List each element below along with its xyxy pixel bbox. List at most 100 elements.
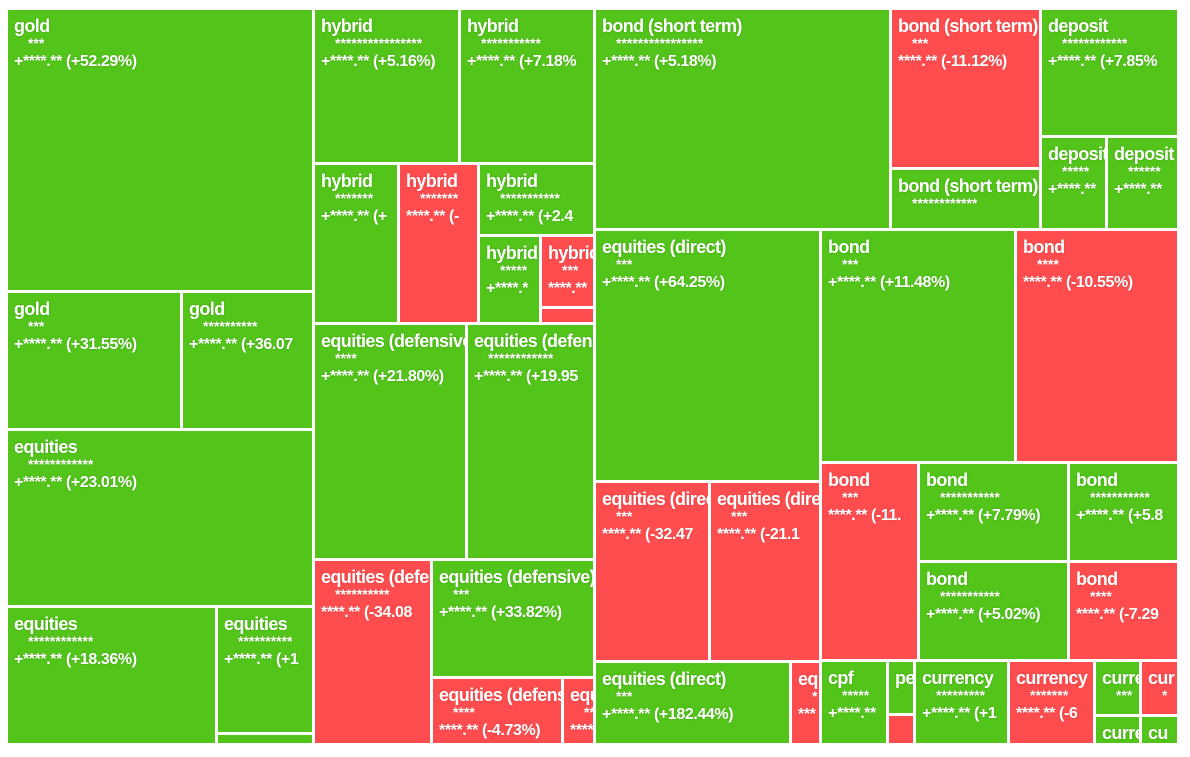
- treemap-tile[interactable]: bond (short term) **************** +****.*…: [596, 10, 892, 231]
- tile-masked-amount: *******: [420, 190, 459, 206]
- treemap-tile[interactable]: bond *** +****.** (+11.48%): [822, 231, 1017, 464]
- tile-masked-amount: **: [584, 704, 595, 720]
- treemap-tile[interactable]: bond (short term) ************: [892, 170, 1042, 231]
- treemap-tile[interactable]: hybrid **************** +****.** (+5.16%): [315, 10, 461, 165]
- tile-value-label: +****.** (+5.18%): [602, 53, 717, 70]
- treemap-tile[interactable]: cpf ***** +****.**: [822, 662, 889, 746]
- tile-value-label: +****.** (+36.07: [189, 336, 293, 353]
- tile-masked-amount: *****: [500, 262, 528, 278]
- tile-value-label: ****.** (-11.12%): [898, 53, 1007, 70]
- tile-masked-amount: ************: [28, 456, 94, 472]
- treemap-tile[interactable]: equities (defensive)************ +****.**…: [468, 325, 596, 561]
- treemap-tile[interactable]: hybrid *********** +****.** (+7.18%: [461, 10, 596, 165]
- tile-masked-amount: *********: [936, 687, 986, 703]
- treemap-tile[interactable]: equities ************ +****.** (+18.36%): [8, 608, 218, 746]
- treemap-tile[interactable]: equities ********** +****.** (+1: [218, 608, 315, 735]
- treemap-tile[interactable]: equities (defensive)**** ****.** (-4.73%): [433, 679, 564, 746]
- treemap-tile[interactable]: deposit ****** +****.**: [1108, 138, 1180, 231]
- treemap-tile[interactable]: bond *********** +****.** (+7.79%): [920, 464, 1070, 563]
- treemap-tile[interactable]: pe: [889, 662, 916, 716]
- tile-value-label: +****.** (+64.25%): [602, 274, 725, 291]
- tile-name-label: deposit: [1114, 144, 1174, 164]
- treemap-tile[interactable]: hybrid ***** +****.*: [480, 237, 542, 325]
- treemap-tile[interactable]: equities ************ +****.** (+23.01%): [8, 431, 315, 608]
- tile-value-label: ****.** (-10.55%): [1023, 274, 1133, 291]
- tile-value-label: +****.**: [1114, 181, 1162, 198]
- treemap-tile[interactable]: equities (defensive)********** ****.** (-…: [315, 561, 433, 746]
- tile-value-label: +****.** (+18.36%): [14, 651, 137, 668]
- tile-value-label: +****.** (+1: [922, 705, 997, 722]
- tile-masked-amount: ***********: [1090, 489, 1150, 505]
- tile-value-label: +****.**: [1048, 181, 1096, 198]
- tile-name-label: bond: [926, 470, 968, 490]
- treemap-tile[interactable]: hybrid *********** +****.** (+2.4: [480, 165, 596, 237]
- treemap-chart: gold *** +****.** (+52.29%) gold *** +****.**…: [8, 10, 1180, 746]
- treemap-tile[interactable]: equities (direct) *** +****.** (+64.25%): [596, 231, 822, 483]
- tile-name-label: hybrid: [321, 171, 373, 191]
- treemap-tile[interactable]: gold ********** +****.** (+36.07: [183, 293, 315, 431]
- tile-name-label: equities: [224, 614, 288, 634]
- tile-name-label: equities (direct): [602, 237, 726, 257]
- treemap-tile[interactable]: [218, 735, 315, 746]
- tile-value-label: ****.**: [570, 722, 594, 739]
- tile-name-label: gold: [189, 299, 225, 319]
- tile-value-label: +****.** (+11.48%): [828, 274, 950, 291]
- tile-name-label: hybrid: [321, 16, 373, 36]
- tile-masked-amount: ***: [453, 586, 470, 602]
- treemap-tile[interactable]: deposit ***** +****.**: [1042, 138, 1108, 231]
- tile-name-label: equities: [570, 685, 593, 705]
- treemap-tile[interactable]: hybrid ******* ****.** (-: [400, 165, 480, 325]
- treemap-tile[interactable]: currency ********* +****.** (+1: [916, 662, 1010, 746]
- tile-name-label: equities (defensive): [474, 331, 593, 351]
- treemap-tile[interactable]: curre ***: [1096, 662, 1142, 717]
- treemap-tile[interactable]: bond **** ****.** (-10.55%): [1017, 231, 1180, 464]
- tile-masked-amount: ***: [842, 256, 859, 272]
- tile-name-label: pe: [895, 668, 915, 688]
- tile-value-label: ****.** (-: [406, 208, 459, 225]
- treemap-tile[interactable]: hybrid ******* +****.** (+: [315, 165, 400, 325]
- tile-name-label: curre: [1102, 723, 1142, 743]
- treemap-tile[interactable]: equities (defensive) **** +****.** (+21.80…: [315, 325, 468, 561]
- tile-value-label: ****.** (-32.47: [602, 526, 693, 543]
- tile-masked-amount: *******: [335, 190, 374, 206]
- treemap-tile[interactable]: bond (short term) *** ****.** (-11.12%): [892, 10, 1042, 170]
- tile-masked-amount: **********: [203, 318, 258, 334]
- treemap-tile[interactable]: hybrid *** ****.**: [542, 237, 596, 309]
- tile-masked-amount: ***: [842, 489, 859, 505]
- tile-name-label: cpf: [828, 668, 854, 688]
- tile-name-label: bond (short term): [602, 16, 742, 36]
- treemap-tile[interactable]: bond *** ****.** (-11.: [822, 464, 920, 662]
- treemap-tile[interactable]: equities (direct)*** ****.** (-21.1: [711, 483, 822, 663]
- treemap-tile[interactable]: bond *********** +****.** (+5.8: [1070, 464, 1180, 563]
- tile-name-label: currency: [922, 668, 994, 688]
- tile-name-label: hybrid: [467, 16, 519, 36]
- tile-name-label: hybrid: [548, 243, 596, 263]
- treemap-tile[interactable]: [542, 309, 596, 325]
- treemap-tile[interactable]: bond **** ****.** (-7.29: [1070, 563, 1180, 662]
- tile-value-label: +****.** (+31.55%): [14, 336, 137, 353]
- treemap-tile[interactable]: equities (direct) *** +****.** (+182.44%): [596, 663, 792, 746]
- treemap-tile[interactable]: deposit ************ +****.** (+7.85%: [1042, 10, 1180, 138]
- treemap-tile[interactable]: gold *** +****.** (+31.55%): [8, 293, 183, 431]
- treemap-tile[interactable]: [889, 716, 916, 746]
- tile-name-label: cu: [1148, 723, 1168, 743]
- tile-masked-amount: ***: [562, 262, 579, 278]
- tile-name-label: hybrid: [486, 171, 538, 191]
- treemap-tile[interactable]: equities** ****.**: [564, 679, 596, 746]
- treemap-tile[interactable]: gold *** +****.** (+52.29%): [8, 10, 315, 293]
- tile-masked-amount: *****: [1062, 163, 1090, 179]
- tile-masked-amount: **********: [238, 633, 293, 649]
- treemap-tile[interactable]: currency ******* ****.** (-6: [1010, 662, 1096, 746]
- treemap-tile[interactable]: cu: [1142, 717, 1180, 746]
- treemap-tile[interactable]: bond *********** +****.** (+5.02%): [920, 563, 1070, 662]
- tile-masked-amount: ***: [731, 508, 748, 524]
- treemap-tile[interactable]: equities (direct)*** ****.** (-32.47: [596, 483, 711, 663]
- treemap-tile[interactable]: cur *: [1142, 662, 1180, 717]
- treemap-tile[interactable]: curre: [1096, 717, 1142, 746]
- tile-name-label: eq: [798, 669, 818, 689]
- tile-value-label: +****.** (+5.8: [1076, 507, 1163, 524]
- tile-masked-amount: ****************: [616, 35, 704, 51]
- tile-name-label: deposit: [1048, 144, 1108, 164]
- treemap-tile[interactable]: eq * ***: [792, 663, 822, 746]
- treemap-tile[interactable]: equities (defensive) *** +****.** (+33.82%…: [433, 561, 596, 679]
